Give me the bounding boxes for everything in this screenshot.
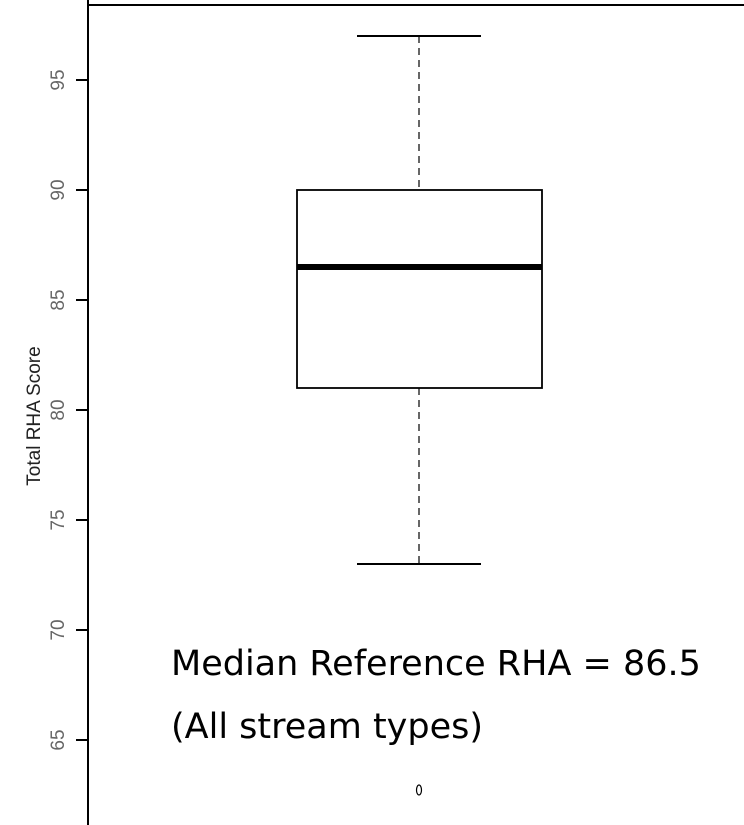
y-axis-label: Total RHA Score	[24, 346, 45, 485]
y-tick-label-75: 75	[48, 509, 69, 530]
box-group	[296, 35, 543, 796]
interquartile-box	[296, 189, 543, 389]
y-tick-label-70: 70	[48, 619, 69, 640]
y-tick-label-85: 85	[48, 289, 69, 310]
y-tick-label-95: 95	[48, 69, 69, 90]
outlier-point-0	[415, 784, 423, 796]
y-tick-label-80: 80	[48, 399, 69, 420]
y-tick-label-90: 90	[48, 179, 69, 200]
y-tick-label-65: 65	[48, 729, 69, 750]
median-annotation: Median Reference RHA = 86.5	[171, 644, 701, 684]
stream-types-annotation: (All stream types)	[171, 707, 484, 747]
y-axis-ticks: 65 70 75 80 85 90 95	[48, 69, 88, 751]
